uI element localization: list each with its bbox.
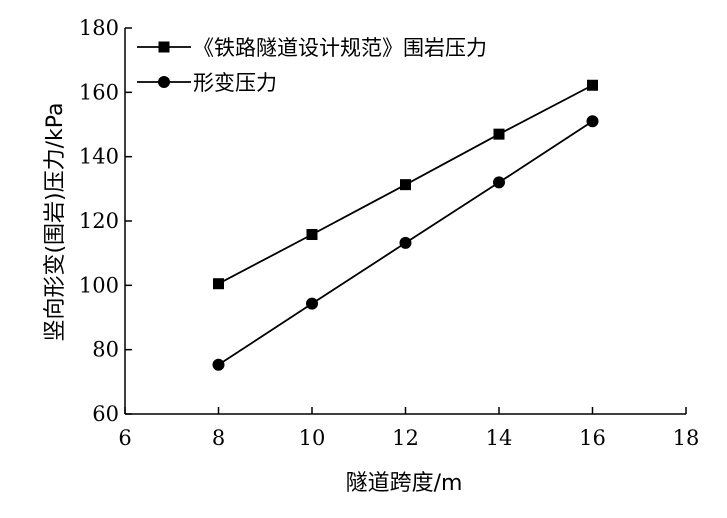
x-tick-label: 8: [212, 426, 225, 450]
y-axis-label: 竖向形变(围岩)压力/kPa: [43, 102, 68, 341]
data-point-series-1: [213, 278, 224, 290]
x-axis-label: 隧道跨度/m: [346, 471, 463, 496]
y-tick-label: 180: [79, 16, 119, 40]
data-point-series-1: [493, 128, 505, 140]
data-point-series-1: [587, 79, 598, 91]
legend-label-1: 《铁路隧道设计规范》围岩压力: [193, 36, 487, 60]
x-tick-label: 10: [299, 426, 326, 450]
data-point-series-2: [306, 297, 318, 310]
legend-marker-1: [158, 41, 170, 53]
y-tick-label: 80: [92, 338, 119, 362]
y-tick-label: 100: [79, 273, 119, 297]
data-point-series-2: [586, 115, 599, 128]
series-layer: [212, 79, 599, 371]
data-point-series-1: [306, 229, 318, 241]
data-point-series-2: [399, 236, 412, 249]
x-tick-label: 16: [579, 426, 606, 450]
legend-marker-2: [158, 76, 170, 88]
x-tick-label: 12: [392, 426, 419, 450]
y-tick-label: 60: [92, 402, 119, 426]
data-point-series-1: [400, 179, 411, 191]
legend-label-2: 形变压力: [193, 71, 277, 95]
y-tick-label: 120: [79, 209, 119, 233]
data-point-series-2: [493, 176, 505, 189]
x-tick-label: 14: [486, 426, 513, 450]
x-tick-label: 18: [673, 426, 700, 450]
x-tick-label: 6: [118, 426, 131, 450]
y-tick-label: 140: [79, 145, 119, 169]
ticks: 6 8 10 12 14 16 18 60 80 100 120 140 160 180: [79, 16, 699, 450]
y-tick-label: 160: [79, 80, 119, 104]
data-point-series-2: [212, 358, 225, 371]
